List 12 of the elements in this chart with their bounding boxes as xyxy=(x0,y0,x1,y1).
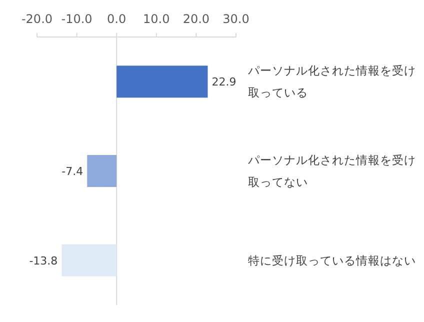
x-tick-label: 0.0 xyxy=(107,12,126,26)
x-tick-label: -20.0 xyxy=(21,12,53,26)
x-tick-label: 10.0 xyxy=(143,12,170,26)
y-tick-label: パーソナル化された情報を受け取ってない xyxy=(247,153,416,189)
data-label: 22.9 xyxy=(212,76,236,89)
data-label: -13.8 xyxy=(29,254,58,268)
x-tick-label: -10.0 xyxy=(61,12,92,26)
y-tick-label: 特に受け取っている情報はない xyxy=(248,253,416,268)
data-label: -7.4 xyxy=(62,165,84,178)
y-tick-label: パーソナル化された情報を受け取っている xyxy=(247,64,416,100)
x-tick-label: 30.0 xyxy=(222,12,250,26)
x-tick-label: 20.0 xyxy=(182,12,210,26)
